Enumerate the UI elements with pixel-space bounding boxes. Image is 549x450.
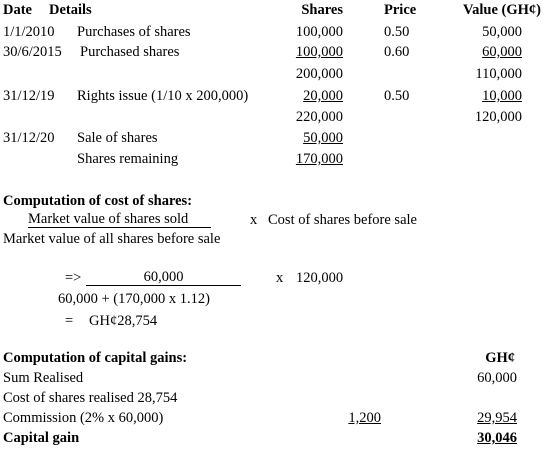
cell: 20,000 xyxy=(303,88,343,104)
header: Shares xyxy=(301,2,343,18)
currency: GH¢ xyxy=(485,350,515,366)
header: Price xyxy=(384,2,417,18)
cell: 30/6/2015 xyxy=(3,44,62,60)
multiplier: Cost of shares before sale xyxy=(268,212,417,228)
cell: Shares remaining xyxy=(77,151,179,167)
operator: x xyxy=(276,270,284,286)
line-total: 30,046 xyxy=(477,430,517,446)
cell: 50,000 xyxy=(482,24,522,40)
cell: 31/12/19 xyxy=(3,88,55,104)
cell: 170,000 xyxy=(295,151,343,167)
line-label: Commission (2% x 60,000) xyxy=(3,410,164,426)
cell: Purchased shares xyxy=(80,44,180,60)
cell: 50,000 xyxy=(303,130,343,146)
cell: Sale of shares xyxy=(77,130,158,146)
cell: 60,000 xyxy=(482,44,522,60)
numerator: Market value of shares sold xyxy=(28,211,211,228)
cell: 110,000 xyxy=(475,66,522,82)
multiplier: 120,000 xyxy=(296,270,344,286)
section-title: Computation of cost of shares: xyxy=(3,193,193,209)
result: GH¢28,754 xyxy=(89,313,158,329)
cell: Purchases of shares xyxy=(77,24,191,40)
section-title: Computation of capital gains: xyxy=(3,350,188,366)
equals: = xyxy=(65,313,74,329)
line-label: Cost of shares realised 28,754 xyxy=(3,390,178,406)
cell: 0.50 xyxy=(384,88,410,104)
cell: 0.60 xyxy=(384,44,410,60)
numerator: 60,000 xyxy=(86,270,241,286)
operator: x xyxy=(250,212,258,228)
line-total: 60,000 xyxy=(477,370,517,386)
header: Date xyxy=(3,2,32,18)
header: Details xyxy=(49,2,92,18)
cell: 200,000 xyxy=(295,66,343,82)
denominator: Market value of all shares before sale xyxy=(3,231,221,247)
arrow: => xyxy=(65,270,82,286)
cell: 100,000 xyxy=(295,44,343,60)
cell: 220,000 xyxy=(295,109,343,125)
cell: 120,000 xyxy=(474,109,522,125)
cell: 31/12/20 xyxy=(3,130,55,146)
header: Value (GH¢) xyxy=(462,2,541,18)
cell: 1/1/2010 xyxy=(3,24,55,40)
line-sub: 1,200 xyxy=(348,410,381,426)
cell: 100,000 xyxy=(295,24,343,40)
line-total: 29,954 xyxy=(477,410,517,426)
line-label: Capital gain xyxy=(3,430,80,446)
cell: Rights issue (1/10 x 200,000) xyxy=(77,88,249,104)
denominator: 60,000 + (170,000 x 1.12) xyxy=(58,291,210,307)
line-label: Sum Realised xyxy=(3,370,84,386)
cell: 10,000 xyxy=(482,88,522,104)
cell: 0.50 xyxy=(384,24,410,40)
